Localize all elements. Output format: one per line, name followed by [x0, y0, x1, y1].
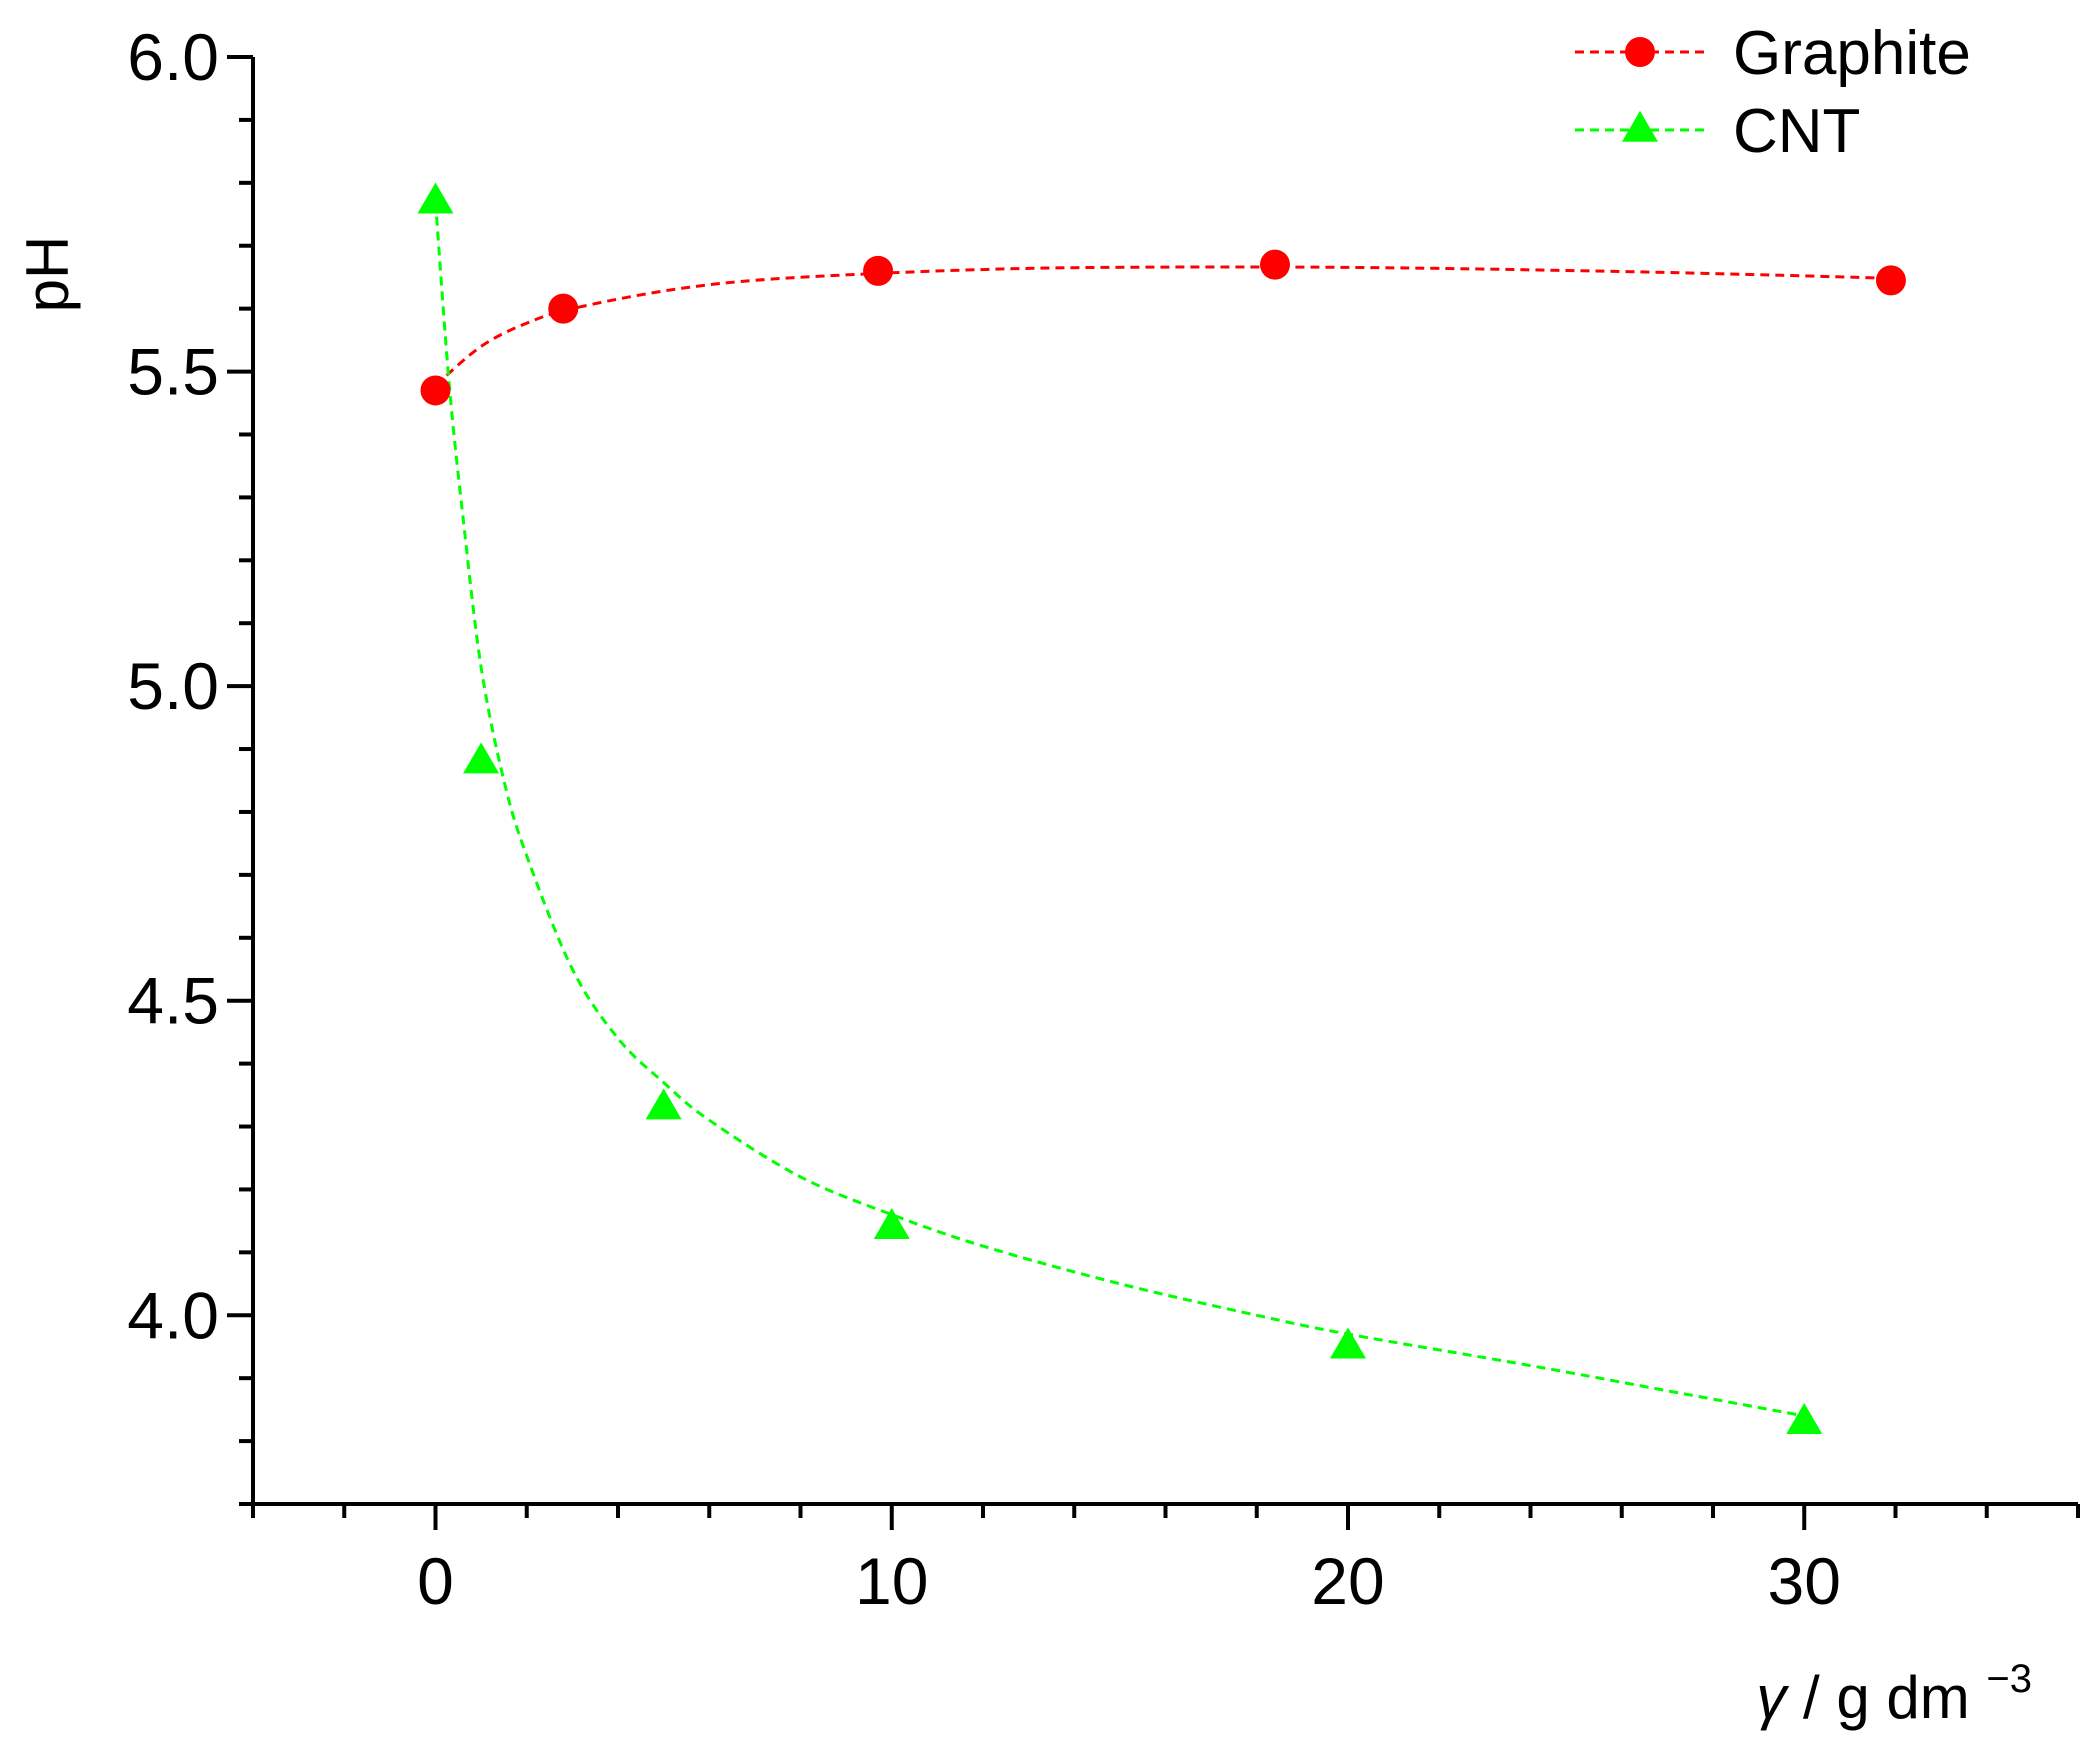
graphite-data-point	[420, 375, 451, 406]
fit-curves	[434, 201, 1896, 1418]
cnt-data-point	[645, 1088, 682, 1120]
y-tick-label: 5.5	[127, 335, 219, 409]
x-tick-label: 10	[855, 1544, 928, 1618]
cnt-data-point	[1786, 1402, 1823, 1434]
graphite-data-point	[1875, 265, 1906, 296]
legend: Graphite CNT	[1575, 19, 1971, 166]
legend-cnt-label: CNT	[1733, 97, 1860, 166]
graphite-fit-line	[434, 265, 1896, 387]
graphite-data-point	[1260, 249, 1290, 280]
x-axis-title: γ / g dm −3	[1756, 1657, 2032, 1731]
legend-graphite-marker	[1625, 37, 1655, 67]
legend-cnt-marker	[1622, 110, 1658, 142]
x-tick-label: 20	[1311, 1544, 1384, 1618]
graphite-data-point	[863, 255, 894, 286]
graphite-data-point	[548, 293, 579, 324]
y-tick-label: 4.5	[127, 964, 219, 1038]
x-axis-symbol: γ	[1756, 1664, 1789, 1731]
cnt-data-point	[417, 182, 454, 214]
cnt-data-point	[873, 1207, 910, 1239]
data-markers	[417, 182, 1906, 1434]
axes: 4.0 4.5 5.0 5.5 6.0 0 10 20 30	[127, 20, 2080, 1618]
cnt-data-point	[463, 742, 500, 774]
cnt-data-point	[1330, 1327, 1366, 1359]
x-axis-unit: / g dm	[1803, 1664, 1970, 1731]
x-tick-label: 30	[1768, 1544, 1841, 1618]
x-tick-label: 0	[417, 1544, 454, 1618]
axis-titles: pH γ / g dm −3	[14, 236, 2032, 1731]
y-tick-label: 4.0	[127, 1278, 219, 1352]
x-axis-exponent: −3	[1986, 1657, 2032, 1701]
y-axis-title: pH	[14, 236, 81, 313]
legend-graphite-label: Graphite	[1733, 19, 1971, 88]
cnt-fit-line	[434, 201, 1805, 1418]
y-tick-label: 6.0	[127, 20, 219, 94]
y-tick-label: 5.0	[127, 649, 219, 723]
